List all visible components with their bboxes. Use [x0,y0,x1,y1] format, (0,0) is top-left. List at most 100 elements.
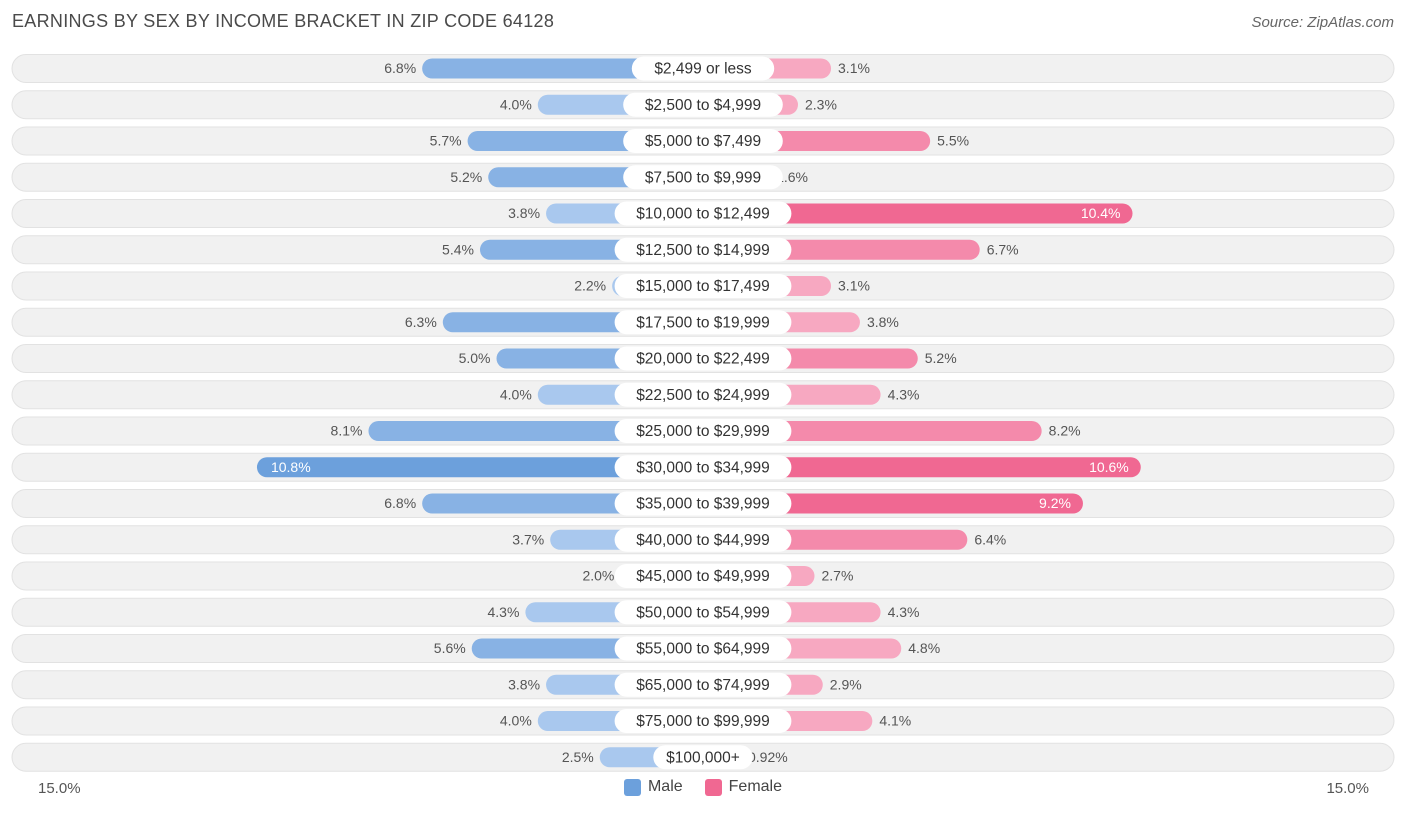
row-group: 3.8% 2.9% $65,000 to $74,999 [11,670,1395,700]
bar-female [703,493,1083,514]
row-group: 4.0% 4.3% $22,500 to $24,999 [11,380,1395,410]
value-label-male: 4.3% [487,604,519,620]
category-label: $7,500 to $9,999 [645,169,761,186]
value-label-female: 8.2% [1049,423,1081,439]
category-label: $20,000 to $22,499 [636,351,770,368]
value-label-female: 6.7% [987,241,1019,257]
value-label-male: 4.0% [500,96,532,112]
legend-item-male: Male [623,778,683,796]
category-pill [631,56,775,81]
value-label-male: 10.8% [271,459,311,475]
category-label: $5,000 to $7,499 [645,133,761,150]
legend-swatch-female [704,778,722,796]
value-label-female: 4.1% [879,713,911,729]
legend-item-female: Female [704,778,783,796]
category-pill [614,564,792,588]
row-group: 5.2% 1.6% $7,500 to $9,999 [11,162,1395,192]
category-pill [614,237,792,262]
bar-male [422,58,703,79]
value-label-male: 5.6% [434,640,466,656]
row-group: 10.8% 10.6% $30,000 to $34,999 [11,452,1395,482]
value-label-female: 5.5% [937,133,969,149]
chart-title: EARNINGS BY SEX BY INCOME BRACKET IN ZIP… [12,11,555,31]
category-pill [614,491,792,516]
value-label-female: 10.4% [1081,205,1121,221]
value-label-male: 3.7% [512,531,544,547]
legend-label-female: Female [728,778,783,795]
category-label: $12,500 to $14,999 [636,242,770,259]
value-label-female: 10.6% [1089,459,1129,475]
category-pill [614,419,792,443]
category-label: $10,000 to $12,499 [636,206,770,223]
value-label-male: 2.0% [582,568,614,584]
value-label-female: 6.4% [974,531,1006,547]
category-pill [623,165,783,190]
category-pill [614,382,792,407]
category-label: $15,000 to $17,499 [636,278,770,295]
value-label-female: 4.3% [888,604,920,620]
row-group: 5.4% 6.7% $12,500 to $14,999 [11,235,1395,265]
category-label: $40,000 to $44,999 [636,532,770,549]
value-label-female: 4.8% [908,640,940,656]
value-label-female: 2.3% [805,96,837,112]
row-group: 3.7% 6.4% $40,000 to $44,999 [11,525,1395,555]
value-label-female: 0.92% [748,749,788,765]
category-label: $2,499 or less [654,61,752,78]
value-label-male: 5.2% [450,169,482,185]
category-pill [614,600,792,625]
row-group: 5.0% 5.2% $20,000 to $22,499 [11,344,1395,373]
value-label-male: 2.2% [574,278,606,294]
category-pill [614,709,792,733]
value-label-male: 2.5% [562,749,594,765]
category-pill [614,455,792,480]
value-label-female: 1.6% [776,169,808,185]
value-label-female: 4.3% [888,386,920,402]
legend: Male Female [0,778,1406,796]
value-label-female: 3.1% [838,60,870,76]
category-pill [614,636,792,661]
category-label: $17,500 to $19,999 [636,314,770,331]
axis-max-label: 15.0% [1326,780,1369,797]
category-pill [614,201,792,226]
category-pill [623,92,783,117]
value-label-male: 5.4% [442,241,474,257]
category-pill [623,129,783,153]
value-label-male: 8.1% [331,423,363,439]
category-label: $100,000+ [666,749,740,766]
category-pill [614,310,792,335]
legend-label-male: Male [647,778,683,795]
category-label: $75,000 to $99,999 [636,713,770,730]
category-label: $65,000 to $74,999 [636,677,770,694]
value-label-female: 3.1% [838,278,870,294]
category-label: $45,000 to $49,999 [636,568,770,585]
value-label-male: 6.8% [384,60,416,76]
row-group: 2.5% 0.92% $100,000+ [11,742,1395,772]
bar-male [256,457,703,478]
row-group: 2.0% 2.7% $45,000 to $49,999 [11,561,1395,591]
value-label-male: 5.7% [430,133,462,149]
category-label: $55,000 to $64,999 [636,641,770,658]
value-label-male: 5.0% [459,350,491,366]
row-group: 4.0% 4.1% $75,000 to $99,999 [11,706,1395,736]
category-pill [614,274,792,298]
category-pill [614,527,792,552]
value-label-male: 4.0% [500,713,532,729]
row-group: 3.8% 10.4% $10,000 to $12,499 [11,199,1395,228]
value-label-female: 2.9% [830,676,862,692]
category-pill [614,672,792,697]
value-label-female: 5.2% [925,350,957,366]
row-group: 4.0% 2.3% $2,500 to $4,999 [11,90,1395,120]
bar-female [703,203,1133,224]
value-label-male: 4.0% [500,386,532,402]
row-group: 8.1% 8.2% $25,000 to $29,999 [11,416,1395,446]
row-group: 4.3% 4.3% $50,000 to $54,999 [11,597,1395,627]
value-label-female: 2.7% [822,568,854,584]
value-label-male: 3.8% [508,205,540,221]
value-label-male: 6.8% [384,495,416,511]
value-label-male: 3.8% [508,676,540,692]
value-label-male: 6.3% [405,314,437,330]
value-label-female: 3.8% [867,314,899,330]
value-label-female: 9.2% [1039,495,1071,511]
row-group: 5.7% 5.5% $5,000 to $7,499 [11,126,1395,156]
